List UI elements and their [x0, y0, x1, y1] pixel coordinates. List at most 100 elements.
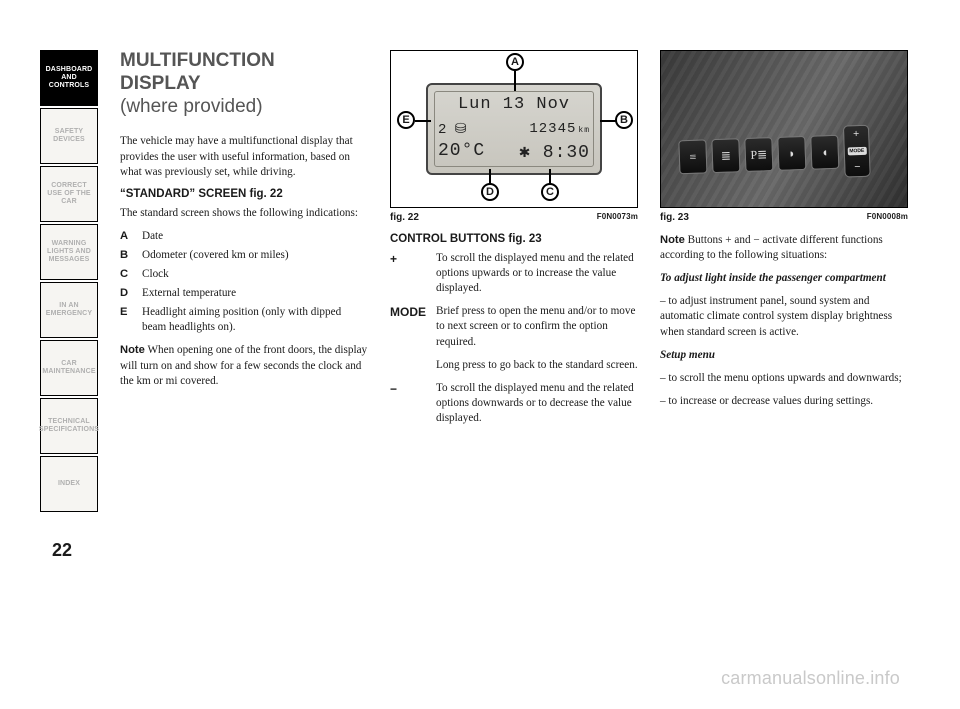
intro-text: The vehicle may have a multifunctional d… [120, 134, 368, 179]
ctrl-desc-plus: To scroll the displayed menu and the rel… [436, 251, 638, 296]
content-area: MULTIFUNCTION DISPLAY (where provided) T… [120, 50, 910, 610]
figure-23-caption: fig. 23 F0N0008m [660, 212, 908, 223]
headlamp2-button-icon: ◖ [810, 135, 839, 170]
sub2-text1: – to scroll the menu options upwards and… [660, 371, 908, 386]
sub1-head: To adjust light inside the passenger com… [660, 271, 908, 286]
parking-button-icon: P≣ [744, 137, 773, 172]
tab-emergency[interactable]: IN AN EMERGENCY [40, 282, 98, 338]
dash-button-row: ≡ ≣ P≣ ◗ ◖ + MODE − [678, 134, 870, 184]
figure-22-label: fig. 22 [390, 212, 419, 223]
figure-23-frame: ≡ ≣ P≣ ◗ ◖ + MODE − [660, 50, 908, 208]
callout-E: E [397, 111, 415, 129]
note-label: Note [120, 344, 145, 356]
lead-D [489, 169, 491, 185]
figure-22-code: F0N0073m [597, 212, 638, 223]
def-key: B [120, 248, 142, 263]
def-row: EHeadlight aiming position (only with di… [120, 305, 368, 335]
callout-D: D [481, 183, 499, 201]
title-line2: DISPLAY [120, 73, 201, 94]
title-line1: MULTIFUNCTION [120, 50, 275, 71]
col3-note: Note Buttons + and − activate different … [660, 233, 908, 263]
display-clock: ✱ 8:30 [519, 141, 590, 163]
mode-label-icon: MODE [847, 147, 866, 156]
manual-page: DASHBOARD AND CONTROLS SAFETY DEVICES CO… [0, 0, 960, 709]
def-val: Date [142, 229, 368, 244]
figure-22-caption: fig. 22 F0N0073m [390, 212, 638, 223]
def-row: CClock [120, 267, 368, 282]
column-1: MULTIFUNCTION DISPLAY (where provided) T… [120, 50, 368, 610]
control-buttons-head: CONTROL BUTTONS fig. 23 [390, 233, 638, 245]
figure-23-label: fig. 23 [660, 212, 689, 223]
def-row: ADate [120, 229, 368, 244]
indicator-definitions: ADate BOdometer (covered km or miles) CC… [120, 229, 368, 336]
column-2: Lun 13 Nov 2 ⛁ 12345km 20°C ✱ 8:30 A B [390, 50, 638, 610]
def-val: Headlight aiming position (only with dip… [142, 305, 368, 335]
ctrl-sym-mode: MODE [390, 304, 436, 372]
callout-C: C [541, 183, 559, 201]
tab-dashboard[interactable]: DASHBOARD AND CONTROLS [40, 50, 98, 106]
ctrl-row-mode: MODE Brief press to open the menu and/or… [390, 304, 638, 372]
ctrl-desc-mode-2: Long press to go back to the standard sc… [436, 358, 638, 373]
ctrl-sym-plus: + [390, 251, 436, 296]
title-sub: (where provided) [120, 96, 263, 117]
ctrl-desc-mode-1: Brief press to open the menu and/or to m… [436, 305, 635, 347]
section-tabs: DASHBOARD AND CONTROLS SAFETY DEVICES CO… [40, 50, 98, 512]
ctrl-row-minus: − To scroll the displayed menu and the r… [390, 381, 638, 426]
tab-maintenance[interactable]: CAR MAINTENANCE [40, 340, 98, 396]
ctrl-sym-minus: − [390, 381, 436, 426]
tab-safety[interactable]: SAFETY DEVICES [40, 108, 98, 164]
watermark: carmanualsonline.info [721, 668, 900, 689]
display-line3: 20°C ✱ 8:30 [428, 141, 600, 163]
control-buttons-list: + To scroll the displayed menu and the r… [390, 251, 638, 426]
tab-correct-use[interactable]: CORRECT USE OF THE CAR [40, 166, 98, 222]
def-val: External temperature [142, 286, 368, 301]
sub2-text2: – to increase or decrease values during … [660, 394, 908, 409]
display-odometer: 12345km [529, 121, 590, 138]
plus-icon: + [853, 129, 860, 140]
sub2-head: Setup menu [660, 348, 908, 363]
def-key: A [120, 229, 142, 244]
headlamp-button-icon: ◗ [777, 136, 806, 171]
lead-B [600, 120, 616, 122]
front-fog-button-icon: ≣ [711, 138, 740, 173]
note-text: When opening one of the front doors, the… [120, 344, 367, 386]
callout-A: A [506, 53, 524, 71]
display-temperature: 20°C [438, 141, 485, 163]
display-headlight-pos: 2 ⛁ [438, 121, 467, 138]
def-row: DExternal temperature [120, 286, 368, 301]
callout-B: B [615, 111, 633, 129]
rear-fog-button-icon: ≡ [678, 139, 707, 174]
tab-index[interactable]: INDEX [40, 456, 98, 512]
display-date: Lun 13 Nov [428, 95, 600, 114]
tab-warning-lights[interactable]: WARNING LIGHTS AND MESSAGES [40, 224, 98, 280]
ctrl-desc-mode: Brief press to open the menu and/or to m… [436, 304, 638, 372]
ctrl-row-plus: + To scroll the displayed menu and the r… [390, 251, 638, 296]
ctrl-desc-minus: To scroll the displayed menu and the rel… [436, 381, 638, 426]
lead-C [549, 169, 551, 185]
def-row: BOdometer (covered km or miles) [120, 248, 368, 263]
multifunction-display: Lun 13 Nov 2 ⛁ 12345km 20°C ✱ 8:30 [426, 83, 602, 175]
minus-icon: − [854, 162, 861, 173]
figure-22-frame: Lun 13 Nov 2 ⛁ 12345km 20°C ✱ 8:30 A B [390, 50, 638, 208]
def-val: Clock [142, 267, 368, 282]
figure-23: ≡ ≣ P≣ ◗ ◖ + MODE − fig. 23 F0N0008 [660, 50, 908, 223]
dash-texture [661, 51, 907, 207]
def-key: C [120, 267, 142, 282]
mode-rocker: + MODE − [843, 125, 871, 178]
def-key: E [120, 305, 142, 335]
sub1-text: – to adjust instrument panel, sound syst… [660, 294, 908, 339]
display-line2: 2 ⛁ 12345km [428, 121, 600, 138]
note-paragraph: Note When opening one of the front doors… [120, 343, 368, 388]
standard-screen-head: “STANDARD” SCREEN fig. 22 [120, 188, 368, 200]
standard-screen-lead: The standard screen shows the following … [120, 206, 368, 221]
def-key: D [120, 286, 142, 301]
col3-note-text: Buttons + and − activate different funct… [660, 234, 883, 261]
col3-note-label: Note [660, 234, 685, 246]
column-3: ≡ ≣ P≣ ◗ ◖ + MODE − fig. 23 F0N0008 [660, 50, 908, 610]
tab-tech-specs[interactable]: TECHNICAL SPECIFICATIONS [40, 398, 98, 454]
figure-22: Lun 13 Nov 2 ⛁ 12345km 20°C ✱ 8:30 A B [390, 50, 638, 223]
lead-E [415, 120, 431, 122]
figure-23-code: F0N0008m [867, 212, 908, 223]
page-number: 22 [52, 540, 72, 561]
def-val: Odometer (covered km or miles) [142, 248, 368, 263]
